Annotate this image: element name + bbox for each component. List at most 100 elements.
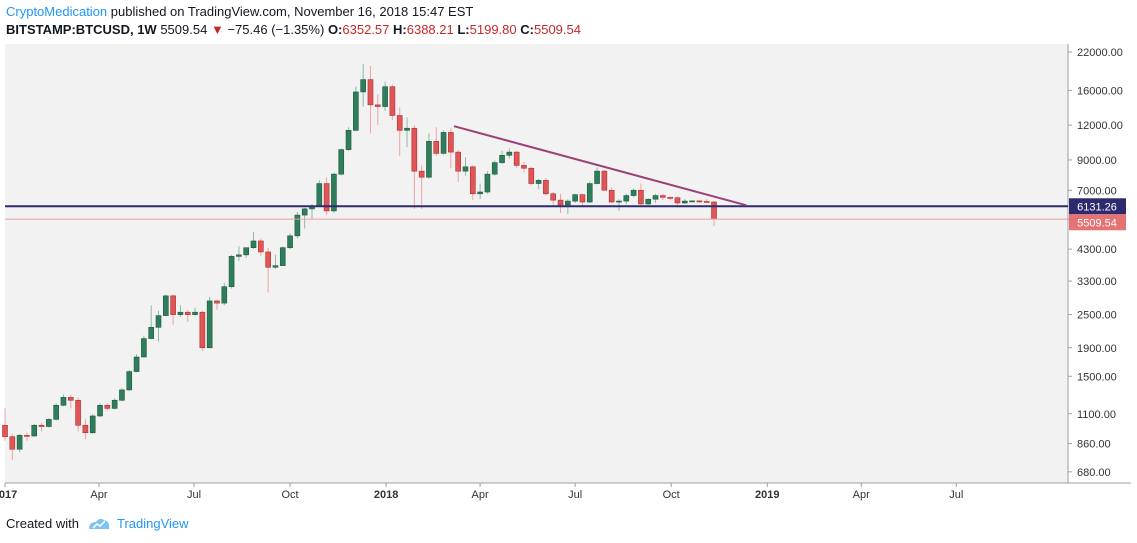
candle: [243, 247, 250, 258]
close-label: C:: [520, 22, 534, 37]
candle: [250, 232, 257, 250]
last-price: 5509.54: [160, 22, 208, 37]
candle-body: [608, 189, 615, 203]
candle-body: [638, 189, 644, 205]
candle-body: [89, 415, 96, 434]
candle: [652, 193, 659, 203]
candle: [148, 305, 154, 340]
x-tick-label: Oct: [663, 489, 680, 501]
candle: [345, 127, 352, 151]
candle: [601, 169, 608, 191]
publish-info: CryptoMedication published on TradingVie…: [6, 4, 473, 19]
candle: [323, 177, 330, 216]
tradingview-link[interactable]: TradingView: [116, 516, 189, 531]
candle-body: [67, 397, 74, 401]
x-tick-label: 2018: [374, 489, 398, 501]
overlays-group: 6131.26 5509.54: [5, 125, 1126, 231]
candle-body: [623, 195, 630, 202]
candle-body: [528, 167, 535, 184]
candle: [265, 247, 271, 293]
y-tick-label: 3300.00: [1077, 276, 1117, 288]
candle-body: [703, 201, 710, 203]
candle: [440, 130, 447, 155]
low-value: 5199.80: [469, 22, 517, 37]
candle: [396, 107, 403, 156]
candle-body: [674, 197, 681, 204]
support-price-badge: [1069, 198, 1126, 215]
candle: [499, 150, 505, 165]
candle: [426, 133, 432, 179]
candle-body: [667, 197, 673, 199]
candle-body: [155, 315, 162, 328]
price-axis[interactable]: [1068, 44, 1131, 483]
candle: [630, 188, 637, 198]
candle-body: [338, 149, 345, 175]
candle: [60, 394, 67, 407]
candle-body: [360, 79, 366, 93]
y-tick-label: 4300.00: [1077, 244, 1117, 256]
candle-body: [484, 173, 491, 193]
candle-body: [696, 200, 703, 203]
candle-body: [506, 151, 513, 156]
candle-body: [184, 311, 191, 315]
y-tick-label: 9000.00: [1077, 155, 1117, 167]
candle: [228, 254, 235, 289]
candle-body: [279, 247, 286, 266]
candle: [214, 300, 220, 310]
candle: [31, 424, 38, 437]
y-tick-label: 2500.00: [1077, 310, 1117, 322]
last-price-badge: [1069, 214, 1126, 231]
candle-body: [440, 132, 447, 154]
candle: [462, 157, 469, 176]
candle-body: [411, 127, 418, 172]
candle: [155, 310, 162, 342]
candle: [294, 211, 301, 239]
y-tick-label: 1500.00: [1077, 371, 1117, 383]
candle-body: [565, 200, 571, 206]
candle-body: [272, 265, 279, 268]
candle: [477, 183, 483, 200]
candle-body: [46, 419, 52, 427]
candle-body: [170, 295, 176, 315]
candle: [528, 166, 535, 186]
candle-body: [345, 130, 352, 150]
y-tick-label: 1100.00: [1077, 409, 1116, 421]
candle: [491, 160, 498, 176]
author-name[interactable]: CryptoMedication: [6, 4, 108, 19]
candle-body: [557, 199, 564, 206]
open-value: 6352.57: [342, 22, 390, 37]
candle: [586, 181, 593, 203]
candle-body: [323, 183, 330, 212]
candle: [543, 177, 549, 196]
y-tick-label: 16000.00: [1077, 85, 1123, 97]
created-with-text: Created with: [6, 516, 79, 531]
candle: [119, 388, 125, 402]
candle-body: [711, 201, 717, 220]
candle-body: [221, 286, 228, 304]
candle-body: [287, 235, 293, 249]
candle-body: [24, 435, 30, 437]
candle-body: [681, 200, 688, 204]
plot-area[interactable]: [5, 44, 1068, 483]
candle: [667, 196, 673, 201]
tradingview-logo-icon: [88, 518, 110, 529]
candle: [133, 354, 140, 373]
symbol-label: BITSTAMP:BTCUSD, 1W: [6, 22, 157, 37]
candle: [206, 296, 213, 349]
candle: [38, 422, 45, 432]
candle-body: [301, 208, 308, 216]
candle: [374, 94, 381, 126]
candle: [199, 310, 206, 351]
candle: [389, 84, 396, 121]
candle: [674, 196, 681, 206]
candle-body: [594, 170, 600, 184]
candle: [2, 408, 8, 441]
candle: [638, 183, 644, 205]
price-chart[interactable]: 22000.00 16000.00 12000.00 9000.00 7000.00 55…: [0, 40, 1137, 506]
candle-body: [75, 399, 81, 426]
y-tick-label: 12000.00: [1077, 120, 1123, 132]
change-value: −75.46 (−1.35%): [227, 22, 325, 37]
candle-body: [265, 251, 271, 268]
candle-body: [97, 404, 103, 417]
candle: [236, 246, 242, 261]
